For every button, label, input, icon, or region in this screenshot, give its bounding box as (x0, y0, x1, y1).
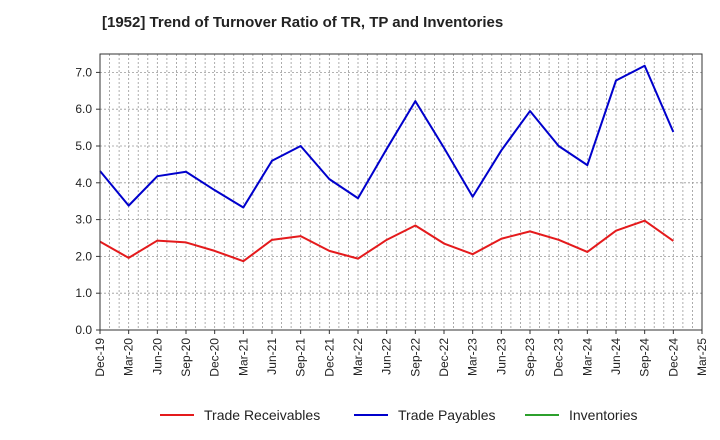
legend-label: Inventories (569, 407, 637, 423)
x-tick-label: Mar-23 (466, 338, 480, 376)
x-tick-label: Dec-22 (437, 338, 451, 377)
y-tick-label: 0.0 (75, 323, 92, 337)
series-lines (99, 64, 675, 263)
x-tick-label: Jun-21 (265, 338, 279, 375)
legend: Trade Receivables Trade Payables Inventori… (160, 407, 637, 423)
y-tick-label: 6.0 (75, 102, 92, 116)
x-tick-label: Dec-23 (552, 338, 566, 377)
plot-frame (99, 53, 703, 331)
legend-label: Trade Payables (398, 407, 496, 423)
x-tick-label: Sep-23 (523, 338, 537, 377)
y-tick-label: 3.0 (75, 213, 92, 227)
chart-title: [1952] Trend of Turnover Ratio of TR, TP… (102, 14, 504, 31)
x-tick-label: Mar-21 (236, 338, 250, 376)
x-tick-label: Jun-23 (494, 338, 508, 375)
x-tick-label: Mar-24 (580, 338, 594, 376)
x-tick-label: Mar-25 (695, 338, 709, 376)
y-tick-label: 7.0 (75, 65, 92, 79)
x-tick-label: Sep-21 (294, 338, 308, 377)
x-tick-label: Jun-22 (380, 338, 394, 375)
y-tick-label: 5.0 (75, 139, 92, 153)
legend-label: Trade Receivables (204, 407, 320, 423)
y-tick-label: 4.0 (75, 176, 92, 190)
x-tick-label: Jun-24 (609, 338, 623, 375)
x-axis: Dec-19 Mar-20 Jun-20 Sep-20 Dec-20 Mar-21 Jun-… (93, 330, 709, 377)
y-axis: 0.0 1.0 2.0 3.0 4.0 5.0 6.0 7.0 (75, 65, 100, 337)
y-tick-label: 2.0 (75, 249, 92, 263)
x-tick-label: Mar-22 (351, 338, 365, 376)
x-tick-label: Jun-20 (150, 338, 164, 375)
series-line (99, 64, 675, 209)
x-tick-label: Mar-20 (122, 338, 136, 376)
x-tick-label: Dec-20 (208, 338, 222, 377)
x-tick-label: Sep-24 (638, 338, 652, 377)
y-tick-label: 1.0 (75, 286, 92, 300)
x-tick-label: Sep-22 (408, 338, 422, 377)
x-tick-label: Dec-21 (322, 338, 336, 377)
series-line (99, 219, 674, 263)
x-tick-label: Sep-20 (179, 338, 193, 377)
x-tick-label: Dec-19 (93, 338, 107, 377)
plot-area (100, 54, 702, 330)
x-tick-label: Dec-24 (666, 338, 680, 377)
